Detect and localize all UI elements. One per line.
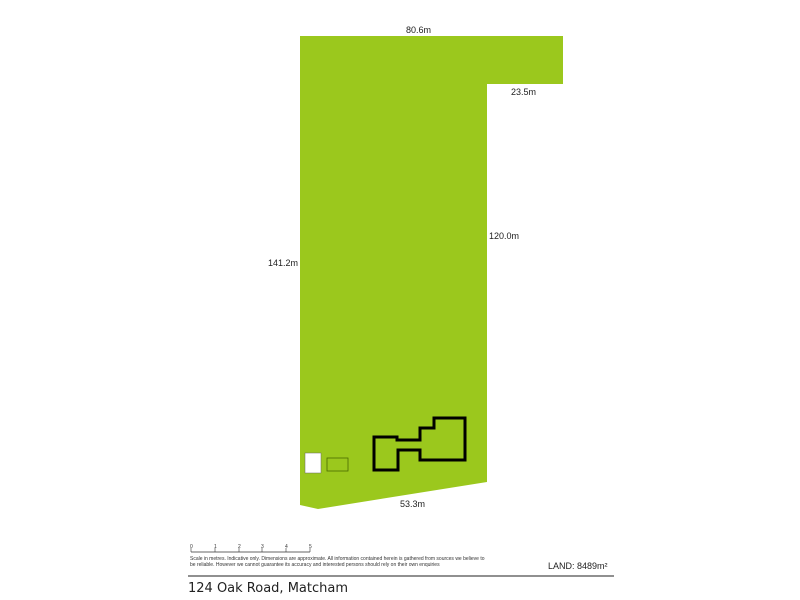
house-outline (372, 416, 467, 472)
scale-tick: 3 (261, 544, 264, 550)
dim-bottom: 53.3m (400, 499, 426, 509)
scale-tick: 2 (238, 544, 241, 550)
dim-right: 120.0m (489, 231, 520, 241)
outbuilding (326, 457, 349, 472)
address: 124 Oak Road, Matcham (188, 581, 348, 596)
disclaimer: Scale in metres. Indicative only. Dimens… (190, 556, 485, 568)
land-area: LAND: 8489m² (548, 561, 608, 571)
shed (304, 452, 322, 474)
scale-tick: 5 (309, 544, 312, 550)
scale-tick: 1 (214, 544, 217, 550)
scale-tick: 4 (285, 544, 288, 550)
scale-tick: 0 (190, 544, 193, 550)
dim-notch: 23.5m (511, 87, 537, 97)
dim-left: 141.2m (268, 258, 299, 268)
dim-top: 80.6m (406, 25, 432, 35)
land-parcel (300, 36, 563, 509)
